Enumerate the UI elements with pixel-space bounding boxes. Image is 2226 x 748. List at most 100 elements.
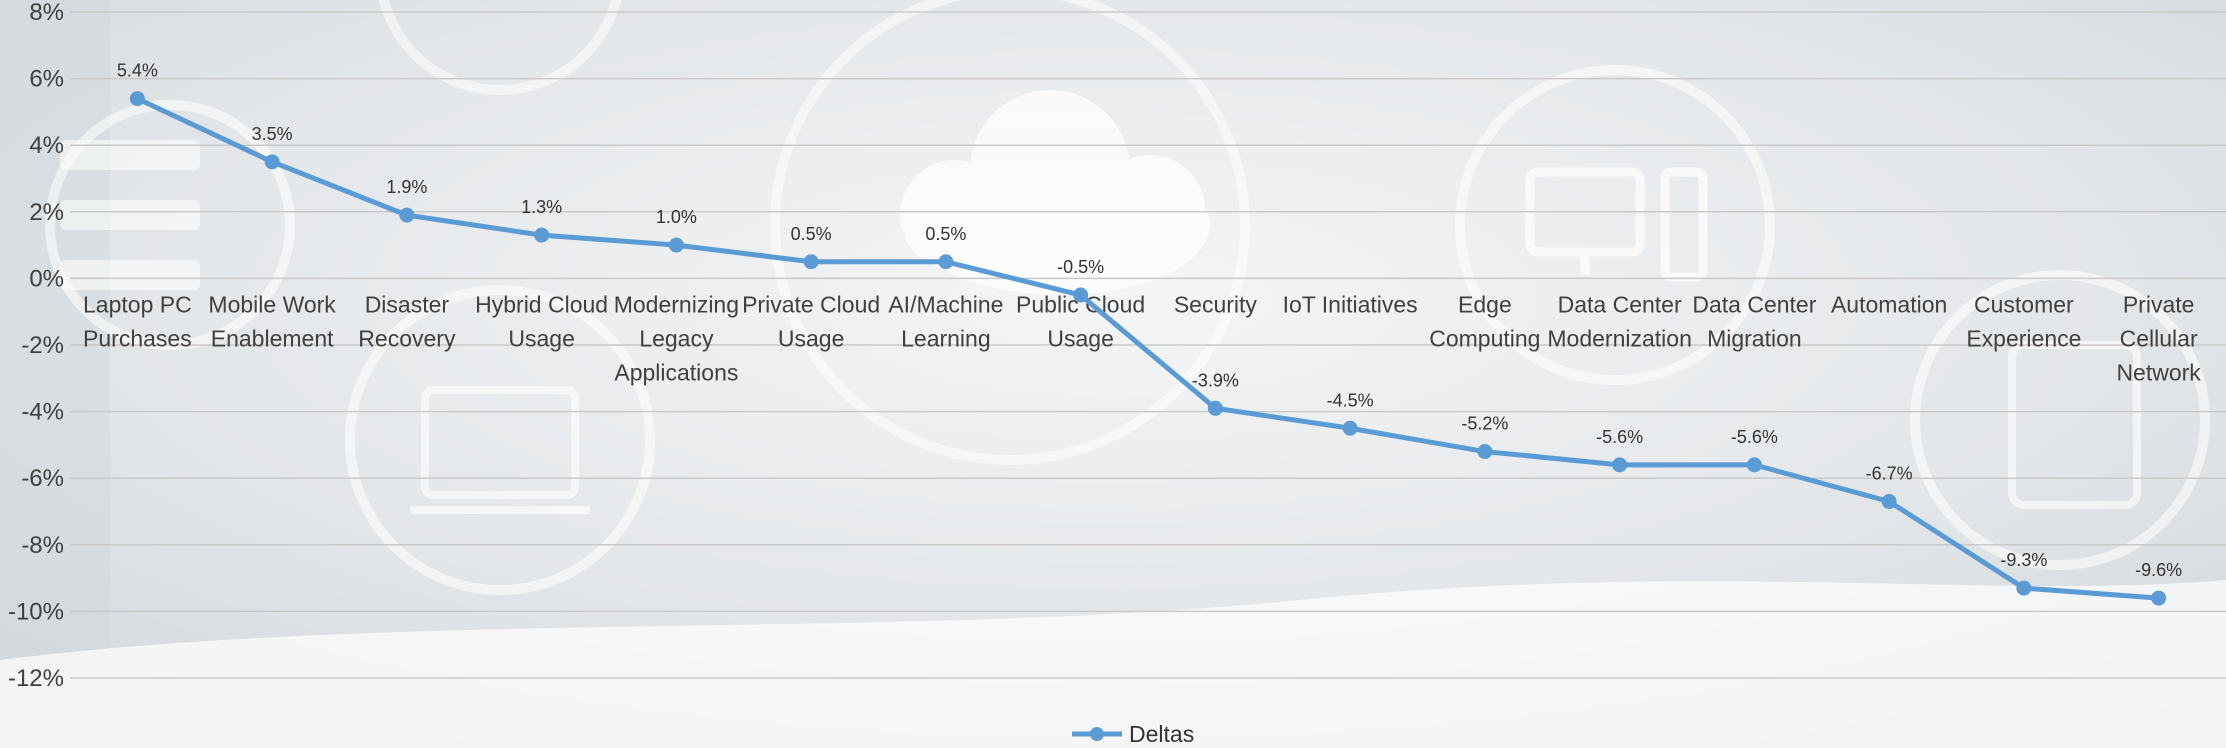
x-category-label-line: Enablement	[211, 325, 334, 351]
data-point	[1612, 457, 1628, 473]
x-category-label-line: Applications	[614, 359, 738, 385]
x-category-label-line: Private	[2123, 291, 2195, 317]
data-label: -6.7%	[1866, 464, 1913, 484]
x-category-label-line: Security	[1174, 291, 1258, 317]
x-category-label-line: Edge	[1458, 291, 1512, 317]
x-category-label-line: Disaster	[365, 291, 450, 317]
x-category-label-line: Data Center	[1692, 291, 1816, 317]
data-label: -9.6%	[2135, 560, 2182, 580]
data-labels: 5.4% 3.5% 1.9% 1.3% 1.0% 0.5% 0.5% -0.5% -3.9% -4…	[117, 61, 2182, 581]
x-category-label: Hybrid Cloud Usage	[475, 291, 608, 351]
x-category-label-line: Modernizing	[614, 291, 739, 317]
laptop-icon	[410, 386, 590, 514]
x-category-label-line: Experience	[1966, 325, 2081, 351]
x-category-label-line: Computing	[1429, 325, 1540, 351]
data-point	[399, 207, 415, 223]
x-category-label: Data Center Migration	[1692, 291, 1816, 351]
cloud-icon	[900, 90, 1210, 295]
data-label: -5.2%	[1461, 414, 1508, 434]
data-point	[2151, 590, 2167, 606]
data-point	[1881, 494, 1897, 510]
x-category-label: Security	[1174, 291, 1258, 317]
data-label: 0.5%	[791, 224, 832, 244]
x-category-label: Customer Experience	[1966, 291, 2081, 351]
x-category-label-line: Private Cloud	[742, 291, 880, 317]
data-point	[264, 154, 280, 170]
x-category-label: Private Cellular Network	[2116, 291, 2201, 385]
data-label: 1.0%	[656, 207, 697, 227]
data-point	[534, 227, 550, 243]
data-label: -0.5%	[1057, 257, 1104, 277]
x-category-label-line: Automation	[1831, 291, 1947, 317]
x-category-label-line: Hybrid Cloud	[475, 291, 608, 317]
x-category-label-line: IoT Initiatives	[1283, 291, 1418, 317]
x-category-label: Data Center Modernization	[1547, 291, 1691, 351]
x-category-label-line: Learning	[901, 325, 991, 351]
y-tick-label: -6%	[21, 465, 64, 492]
y-axis: 8% 6% 4% 2% 0% -2% -4% -6% -8% -10% -12%	[8, 0, 64, 692]
y-tick-label: 2%	[29, 199, 64, 226]
data-label: -5.6%	[1596, 427, 1643, 447]
y-tick-label: 6%	[29, 66, 64, 93]
y-tick-label: -12%	[8, 665, 64, 692]
data-point	[1073, 287, 1089, 303]
x-category-label-line: Customer	[1974, 291, 2074, 317]
x-category-label-line: Legacy	[639, 325, 714, 351]
data-point	[1746, 457, 1762, 473]
x-category-label: Automation	[1831, 291, 1947, 317]
server-rack-icon	[60, 140, 200, 290]
y-tick-label: 8%	[29, 0, 64, 26]
x-category-label: Disaster Recovery	[358, 291, 456, 351]
x-category-label-line: AI/Machine	[888, 291, 1003, 317]
x-category-label-line: Network	[2116, 359, 2201, 385]
data-point	[803, 254, 819, 270]
series-deltas	[129, 91, 2167, 606]
x-category-label-line: Usage	[778, 325, 844, 351]
legend-label: Deltas	[1129, 721, 1194, 747]
x-category-label-line: Migration	[1707, 325, 1802, 351]
legend-dot-marker	[1090, 727, 1104, 741]
y-tick-label: -2%	[21, 332, 64, 359]
data-point	[2016, 580, 2032, 596]
x-category-label: Mobile Work Enablement	[208, 291, 336, 351]
x-category-label: Laptop PC Purchases	[83, 291, 192, 351]
x-category-label: Edge Computing	[1429, 291, 1540, 351]
y-tick-label: -8%	[21, 532, 64, 559]
x-category-label-line: Laptop PC	[83, 291, 192, 317]
data-point	[129, 91, 145, 107]
x-category-label: AI/Machine Learning	[888, 291, 1003, 351]
data-label: 0.5%	[925, 224, 966, 244]
x-category-label-line: Modernization	[1547, 325, 1691, 351]
data-point	[1342, 420, 1358, 436]
x-category-label-line: Usage	[508, 325, 574, 351]
x-category-label-line: Cellular	[2120, 325, 2198, 351]
data-point	[1477, 444, 1493, 460]
data-point	[668, 237, 684, 253]
data-label: 1.9%	[386, 177, 427, 197]
data-label: -9.3%	[2000, 550, 2047, 570]
x-category-label-line: Recovery	[358, 325, 456, 351]
y-tick-label: -4%	[21, 399, 64, 426]
y-tick-label: -10%	[8, 598, 64, 625]
x-category-label: Modernizing Legacy Applications	[614, 291, 739, 385]
series-line	[136, 96, 2159, 601]
y-tick-label: 0%	[29, 265, 64, 292]
data-label: 1.3%	[521, 197, 562, 217]
x-category-label: Private Cloud Usage	[742, 291, 880, 351]
x-category-label-line: Purchases	[83, 325, 192, 351]
data-point	[1207, 400, 1223, 416]
gridlines	[70, 11, 2226, 679]
data-label: 3.5%	[252, 124, 293, 144]
data-label: -4.5%	[1327, 390, 1374, 410]
x-category-label: IoT Initiatives	[1283, 291, 1418, 317]
data-label: -3.9%	[1192, 370, 1239, 390]
x-category-label-line: Usage	[1047, 325, 1113, 351]
legend: Deltas	[1072, 721, 1194, 747]
data-label: 5.4%	[117, 61, 158, 81]
data-label: -5.6%	[1731, 427, 1778, 447]
y-tick-label: 4%	[29, 132, 64, 159]
x-axis-categories: Laptop PC Purchases Mobile Work Enablement D…	[83, 291, 2201, 385]
